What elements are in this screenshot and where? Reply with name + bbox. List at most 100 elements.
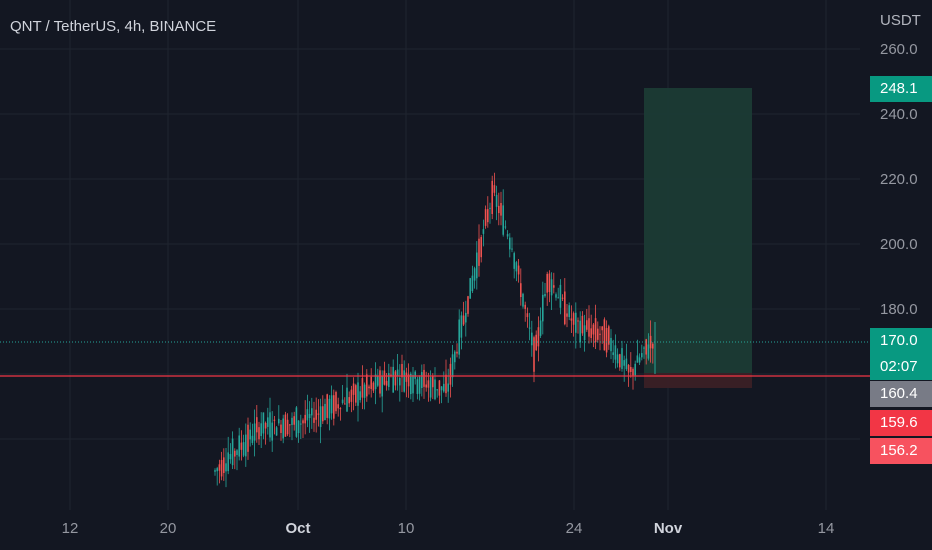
candle-body xyxy=(524,304,526,309)
candle-body xyxy=(498,205,500,214)
candle-body xyxy=(291,417,293,426)
candle-body xyxy=(258,427,260,440)
x-tick-label: 10 xyxy=(398,520,415,537)
candle-body xyxy=(355,385,357,403)
candle-body xyxy=(271,422,273,441)
candle-body xyxy=(566,313,568,317)
candle-body xyxy=(311,408,313,416)
candle-body xyxy=(504,226,507,228)
candle-body xyxy=(341,399,344,403)
candle-body xyxy=(414,371,416,379)
y-axis: 260.0 240.0 220.0 200.0 180.0 xyxy=(880,41,918,318)
candle-body xyxy=(429,377,432,398)
candle-body xyxy=(346,387,348,412)
candle-body xyxy=(401,364,403,378)
candle-body xyxy=(645,339,647,355)
candle-body xyxy=(322,406,324,422)
candle-body xyxy=(575,312,577,333)
candle-body xyxy=(436,389,438,391)
candle-body xyxy=(438,380,441,396)
candle-body xyxy=(238,435,240,457)
candle-body xyxy=(352,383,355,395)
candle-body xyxy=(425,384,427,388)
candle-body xyxy=(394,371,397,386)
candle-body xyxy=(284,414,287,437)
candle-body xyxy=(300,423,302,425)
candle-body xyxy=(282,418,284,439)
candle-body xyxy=(509,237,511,250)
y-tick-label: 180.0 xyxy=(880,301,918,318)
tag-target: 248.1 xyxy=(870,76,932,102)
candle-body xyxy=(553,285,555,288)
tag-countdown: 02:07 xyxy=(870,354,932,380)
candle-body xyxy=(634,363,636,376)
candle-body xyxy=(557,297,559,299)
candle-body xyxy=(515,262,518,272)
tag-support: 159.6 xyxy=(870,410,932,436)
candle-body xyxy=(625,358,628,370)
candle-body xyxy=(570,318,573,321)
candle-body xyxy=(418,376,421,394)
x-tick-label: 12 xyxy=(62,520,79,537)
candle-body xyxy=(350,389,353,402)
candle-body xyxy=(427,380,430,388)
candle-body xyxy=(520,283,522,298)
candle-body xyxy=(249,429,251,440)
tag-entry: 160.4 xyxy=(870,381,932,407)
candle-body xyxy=(216,468,218,472)
candle-body xyxy=(377,375,379,386)
candle-body xyxy=(286,419,289,435)
candle-body xyxy=(363,384,366,398)
candle-body xyxy=(513,253,515,269)
y-tick-label: 240.0 xyxy=(880,106,918,123)
candle-body xyxy=(460,315,463,338)
x-tick-label: 14 xyxy=(818,520,835,537)
candle-body xyxy=(251,435,254,443)
candle-body xyxy=(432,376,434,388)
candle-body xyxy=(632,368,634,376)
candle-body xyxy=(357,382,359,406)
candle-body xyxy=(348,397,350,404)
candle-body xyxy=(275,427,278,436)
candle-body xyxy=(583,325,586,341)
candle-body xyxy=(388,373,390,387)
candle-body xyxy=(588,318,590,337)
candle-body xyxy=(500,202,502,216)
candle-body xyxy=(599,333,601,335)
candle-body xyxy=(603,319,606,351)
candle-body xyxy=(539,320,542,336)
candle-body xyxy=(489,207,491,209)
candle-body xyxy=(469,278,471,299)
candle-body xyxy=(297,420,300,434)
candle-body xyxy=(478,238,480,266)
candle-body xyxy=(269,412,271,438)
candle-body xyxy=(493,185,496,193)
candle-body xyxy=(385,380,388,386)
candle-body xyxy=(531,332,533,346)
candle-body xyxy=(368,386,370,389)
candle-body xyxy=(601,326,603,331)
candle-body xyxy=(528,327,531,329)
candle-body xyxy=(306,409,309,421)
candle-body xyxy=(550,279,553,296)
candle-body xyxy=(223,457,225,474)
candle-body xyxy=(533,337,535,372)
x-tick-label: Oct xyxy=(285,520,310,537)
candle-body xyxy=(410,373,412,395)
chart-title: QNT / TetherUS, 4h, BINANCE xyxy=(10,18,217,35)
x-tick-label: 20 xyxy=(160,520,177,537)
candle-body xyxy=(374,374,377,390)
tag-current: 170.0 xyxy=(870,328,932,354)
candle-body xyxy=(326,394,328,418)
candle-body xyxy=(649,335,652,349)
candle-body xyxy=(242,442,245,456)
candle-body xyxy=(333,395,335,419)
candle-body xyxy=(652,343,654,349)
candle-body xyxy=(280,424,282,433)
candles xyxy=(214,172,656,488)
loss-zone xyxy=(644,373,752,388)
candle-body xyxy=(295,407,298,437)
candle-body xyxy=(590,328,592,338)
candle-body xyxy=(370,376,372,389)
